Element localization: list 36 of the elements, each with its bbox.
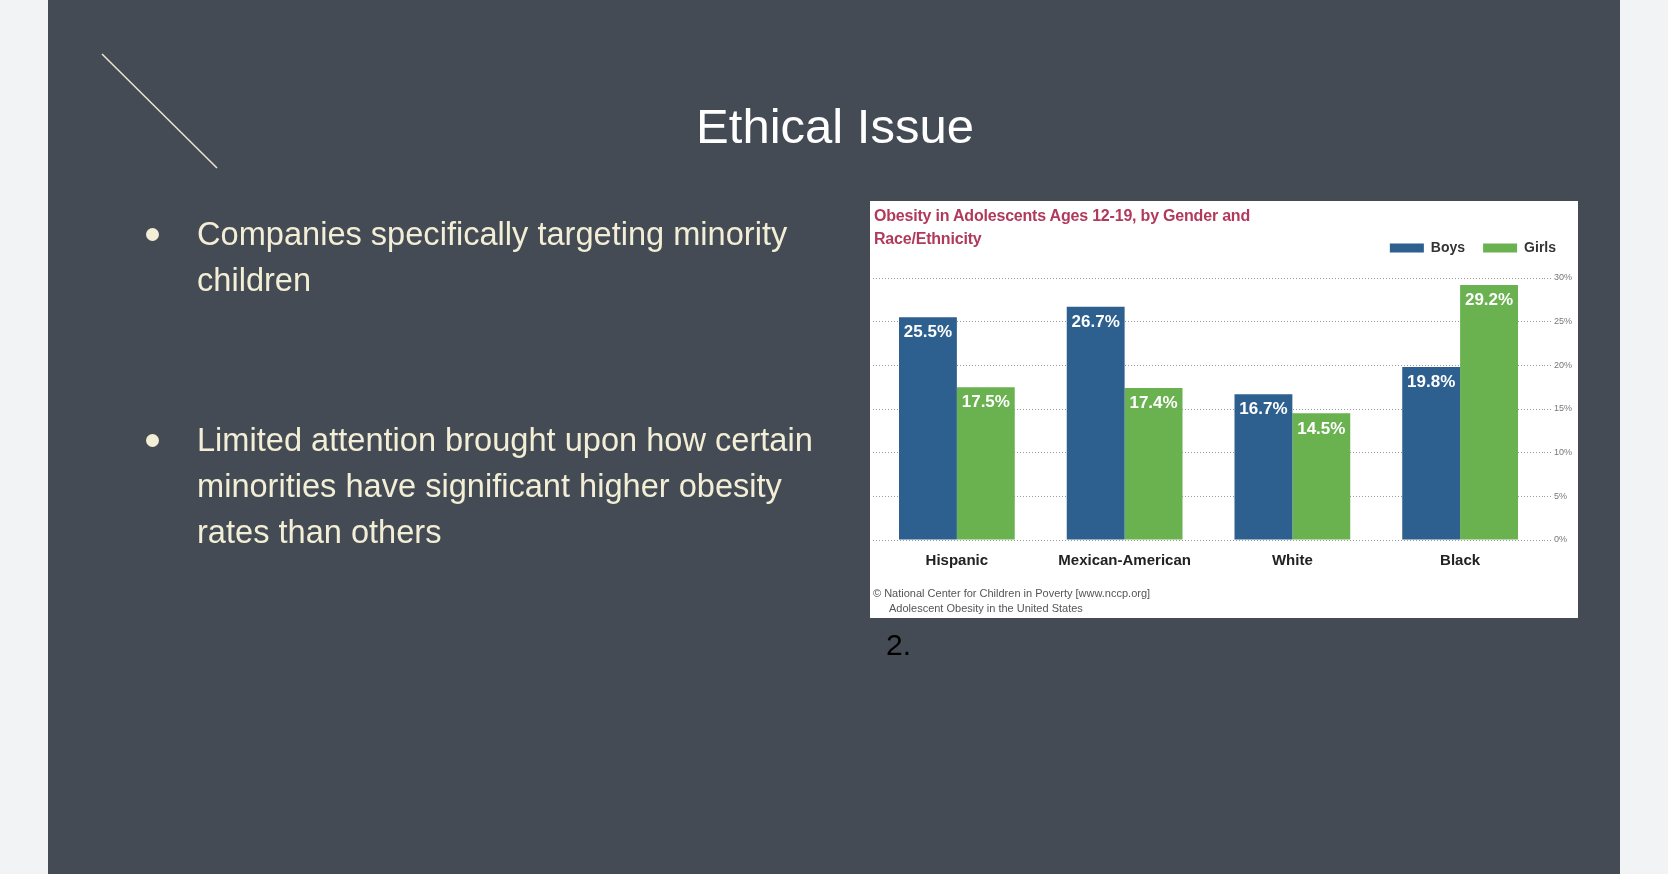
- bar: [899, 317, 957, 540]
- legend-label: Girls: [1524, 238, 1557, 255]
- data-label: 17.5%: [961, 392, 1010, 412]
- text: © National Center for Children in Poverty [www.nccp.org]: [873, 586, 1151, 600]
- x-tick-label: Mexican-American: [1058, 551, 1191, 569]
- data-label: 29.2%: [1464, 290, 1514, 310]
- data-label: 16.7%: [1239, 399, 1288, 419]
- x-tick-label: Black: [1440, 551, 1481, 569]
- x-tick-label: Hispanic: [925, 551, 989, 569]
- bar: [1292, 413, 1351, 540]
- data-label: 14.5%: [1297, 418, 1346, 438]
- data-label: 19.8%: [1407, 372, 1456, 392]
- y-tick-label: 5%: [1553, 490, 1567, 501]
- y-tick-label: 30%: [1553, 272, 1572, 283]
- y-tick-label: 20%: [1553, 359, 1572, 370]
- y-tick-label: 15%: [1553, 403, 1572, 414]
- text: Companies specifically targeting minority children: [197, 214, 789, 300]
- data-label: 25.5%: [903, 322, 953, 342]
- chart-title: Obesity in Adolescents Ages 12-19, by Gender and Race/Ethnicity: [874, 206, 1251, 249]
- data-label: 26.7%: [1071, 312, 1120, 332]
- text: Ethical Issue: [695, 98, 975, 155]
- data-label: 17.4%: [1129, 393, 1178, 413]
- x-tick-label: White: [1271, 551, 1313, 569]
- y-tick-label: 0%: [1553, 534, 1567, 545]
- bar: [1124, 388, 1183, 540]
- text: Limited attention brought upon how certain minorities have significant higher obesity rates than others: [197, 420, 814, 552]
- y-tick-label: 25%: [1553, 316, 1572, 327]
- bar: [1066, 306, 1125, 540]
- text: 2.: [886, 627, 912, 663]
- y-tick-label: 10%: [1553, 447, 1572, 458]
- bar: [1402, 367, 1461, 540]
- bar: [956, 387, 1015, 540]
- text: Adolescent Obesity in the United States: [889, 601, 1083, 615]
- bar: [1460, 284, 1518, 540]
- legend-label: Boys: [1430, 238, 1466, 255]
- bar: [1234, 394, 1293, 540]
